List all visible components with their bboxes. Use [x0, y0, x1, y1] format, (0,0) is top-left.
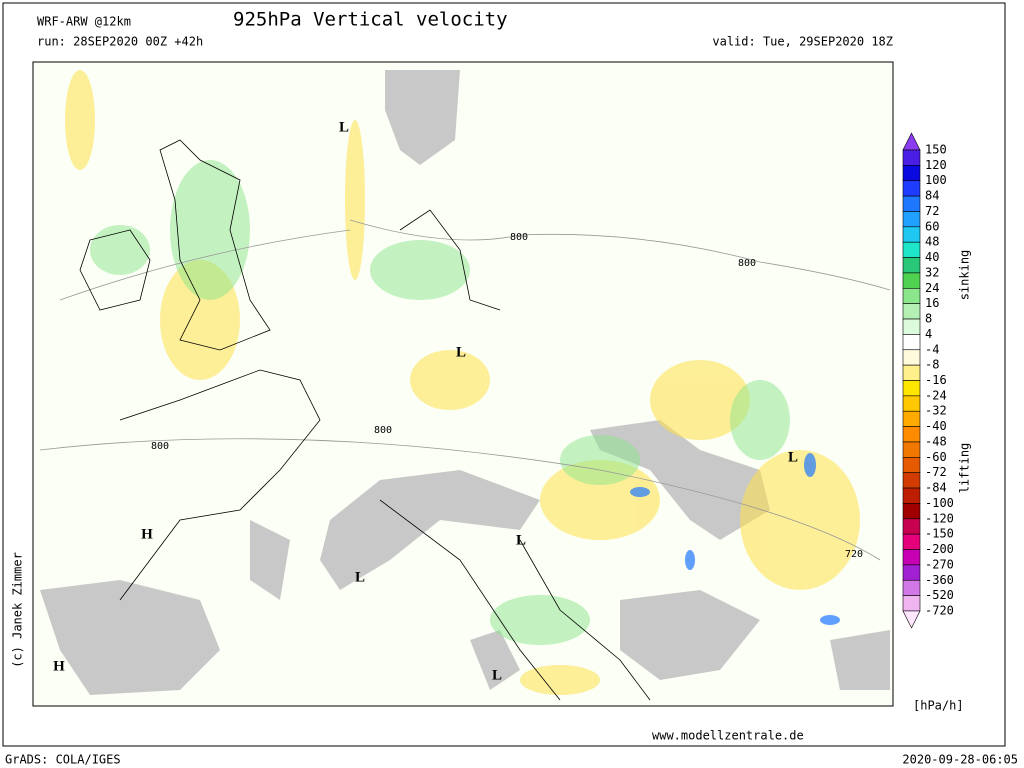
contour-label: 800 [738, 258, 756, 269]
map-title: 925hPa Vertical velocity [233, 9, 508, 31]
pressure-center: H [141, 526, 153, 542]
colorbar-label: -24 [925, 388, 947, 402]
colorbar-segment [902, 272, 921, 289]
colorbar-label: -720 [925, 604, 954, 618]
colorbar-label: -4 [925, 342, 939, 356]
model-label: WRF-ARW @12km [37, 15, 131, 29]
colorbar-label: -16 [925, 373, 947, 387]
colorbar-label: 32 [925, 265, 939, 279]
contour-label: 800 [510, 232, 528, 243]
pressure-center: L [788, 449, 798, 465]
contour-label: 800 [151, 441, 169, 452]
colorbar-segment [902, 180, 921, 197]
pressure-center: L [339, 119, 349, 135]
colorbar-segment [902, 564, 921, 581]
colorbar-segment [902, 318, 921, 335]
colorbar-segment [902, 334, 921, 351]
colorbar-segment [902, 241, 921, 258]
colorbar-label: 4 [925, 327, 932, 341]
colorbar-segment [902, 595, 921, 612]
colorbar-segment [902, 211, 921, 228]
contours [39, 219, 891, 561]
colorbar-segment [902, 472, 921, 489]
colorbar-label: -60 [925, 450, 947, 464]
map: L L L L L L H H 800 800 800 800 720 [32, 61, 894, 707]
colorbar: 150120100847260484032241684-4-8-16-24-32… [902, 132, 954, 629]
colorbar-label: 84 [925, 189, 939, 203]
pressure-center: L [492, 667, 502, 683]
contour-label: 800 [374, 425, 392, 436]
colorbar-segment [902, 380, 921, 397]
website: www.modellzentrale.de [652, 729, 804, 743]
colorbar-label: 24 [925, 281, 939, 295]
colorbar-label: -520 [925, 588, 954, 602]
colorbar-label: -200 [925, 542, 954, 556]
colorbar-segment [902, 518, 921, 535]
map-frame [32, 61, 894, 707]
colorbar-label: 8 [925, 312, 932, 326]
colorbar-segment [902, 579, 921, 596]
colorbar-segment [902, 549, 921, 566]
colorbar-segment [902, 503, 921, 520]
pressure-center: L [516, 532, 526, 548]
colorbar-label: -72 [925, 465, 947, 479]
valid-label: valid: Tue, 29SEP2020 18Z [712, 35, 893, 49]
sinking-field [90, 160, 790, 645]
copyright: (c) Janek Zimmer [11, 552, 25, 668]
colorbar-label: 60 [925, 219, 939, 233]
coastlines [79, 139, 651, 701]
colorbar-label: 48 [925, 235, 939, 249]
colorbar-segment [902, 395, 921, 412]
colorbar-label: 40 [925, 250, 939, 264]
unit-label: [hPa/h] [913, 699, 964, 713]
colorbar-label: 100 [925, 173, 947, 187]
colorbar-label: 72 [925, 204, 939, 218]
sinking-label: sinking [958, 250, 972, 301]
colorbar-label: -40 [925, 419, 947, 433]
colorbar-segment [902, 457, 921, 474]
colorbar-label: -32 [925, 404, 947, 418]
colorbar-segment [902, 441, 921, 458]
colorbar-segment [902, 410, 921, 427]
colorbar-label: -270 [925, 557, 954, 571]
colorbar-segment [902, 349, 921, 366]
colorbar-segment [902, 149, 921, 166]
software: GrADS: COLA/IGES [5, 753, 121, 767]
colorbar-segment [902, 226, 921, 243]
colorbar-label: 16 [925, 296, 939, 310]
contour-label: 720 [845, 549, 863, 560]
pressure-center: H [53, 658, 65, 674]
colorbar-segment [902, 165, 921, 182]
colorbar-label: -100 [925, 496, 954, 510]
colorbar-segment [902, 533, 921, 550]
colorbar-segment [902, 303, 921, 320]
strong-sinking [630, 453, 840, 625]
colorbar-label: -120 [925, 511, 954, 525]
lifting-label: lifting [958, 443, 972, 494]
colorbar-label: -8 [925, 358, 939, 372]
colorbar-segment [902, 257, 921, 274]
colorbar-label: -360 [925, 573, 954, 587]
colorbar-segment [902, 195, 921, 212]
terrain-mask [40, 70, 890, 695]
colorbar-segment [902, 487, 921, 504]
run-label: run: 28SEP2020 00Z +42h [37, 35, 203, 49]
colorbar-segment [902, 610, 921, 629]
colorbar-segment [902, 364, 921, 381]
timestamp: 2020-09-28-06:05 [902, 753, 1018, 767]
colorbar-label: -150 [925, 527, 954, 541]
pressure-center: L [355, 569, 365, 585]
colorbar-label: 150 [925, 143, 947, 157]
colorbar-label: -48 [925, 434, 947, 448]
colorbar-label: 120 [925, 158, 947, 172]
colorbar-label: -84 [925, 481, 947, 495]
colorbar-segment [902, 426, 921, 443]
colorbar-segment [902, 287, 921, 304]
pressure-center: L [456, 344, 466, 360]
